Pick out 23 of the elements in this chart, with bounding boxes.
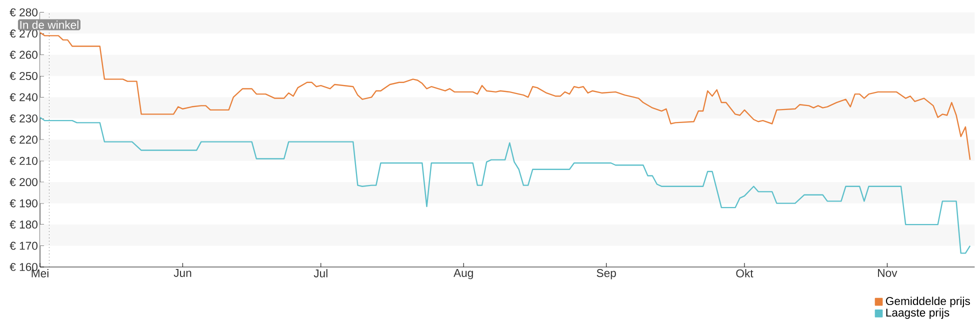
y-tick-label: € 190	[10, 199, 38, 208]
y-tick-label: € 180	[10, 220, 38, 229]
y-tick-label: € 220	[10, 136, 38, 144]
x-tick-label: Jul	[314, 269, 328, 278]
y-tick-label: € 260	[10, 50, 38, 59]
y-tick-label: € 200	[10, 178, 38, 186]
y-tick-label: € 160	[10, 263, 38, 272]
x-tick-label: Mei	[32, 269, 48, 278]
x-tick-label: Okt	[736, 269, 754, 278]
x-tick-label: Sep	[596, 269, 616, 280]
legend-label: Laagste prijs	[886, 308, 950, 319]
x-tick-label: Jun	[174, 269, 192, 277]
y-tick-label: € 230	[10, 114, 38, 122]
y-tick-label: € 280	[10, 8, 38, 16]
x-tick-label: Nov	[878, 269, 898, 277]
y-tick-label: € 210	[10, 156, 38, 165]
legend-label: Gemiddelde prijs	[886, 296, 970, 308]
line-series	[39, 116, 971, 254]
ref-line-label: In de winkel	[20, 20, 78, 29]
x-tick-label: Aug	[454, 269, 473, 280]
y-tick-label: € 170	[10, 242, 38, 250]
y-tick-label: € 240	[10, 93, 38, 102]
y-tick-label: € 250	[10, 72, 38, 80]
